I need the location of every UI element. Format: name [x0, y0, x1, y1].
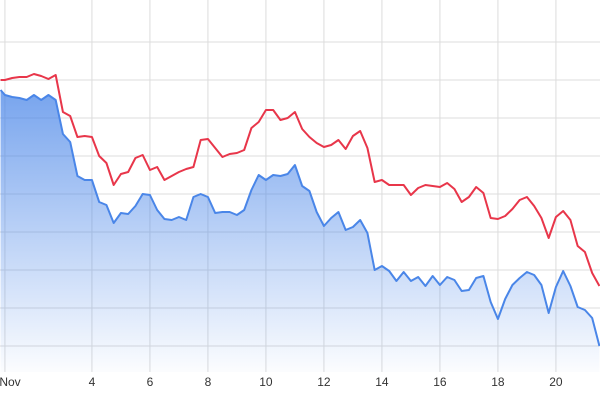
- x-tick-label: 6: [147, 375, 154, 389]
- x-tick-label: 14: [375, 375, 389, 389]
- x-tick-label: 16: [433, 375, 447, 389]
- x-tick-label: 20: [549, 375, 563, 389]
- x-tick-label: 18: [491, 375, 505, 389]
- x-tick-label: Nov: [0, 375, 21, 389]
- area: [0, 90, 600, 372]
- x-tick-label: 4: [89, 375, 96, 389]
- x-tick-label: 8: [205, 375, 212, 389]
- x-tick-label: 12: [317, 375, 331, 389]
- line: [0, 73, 600, 287]
- x-tick-label: 10: [259, 375, 273, 389]
- line: [0, 89, 600, 347]
